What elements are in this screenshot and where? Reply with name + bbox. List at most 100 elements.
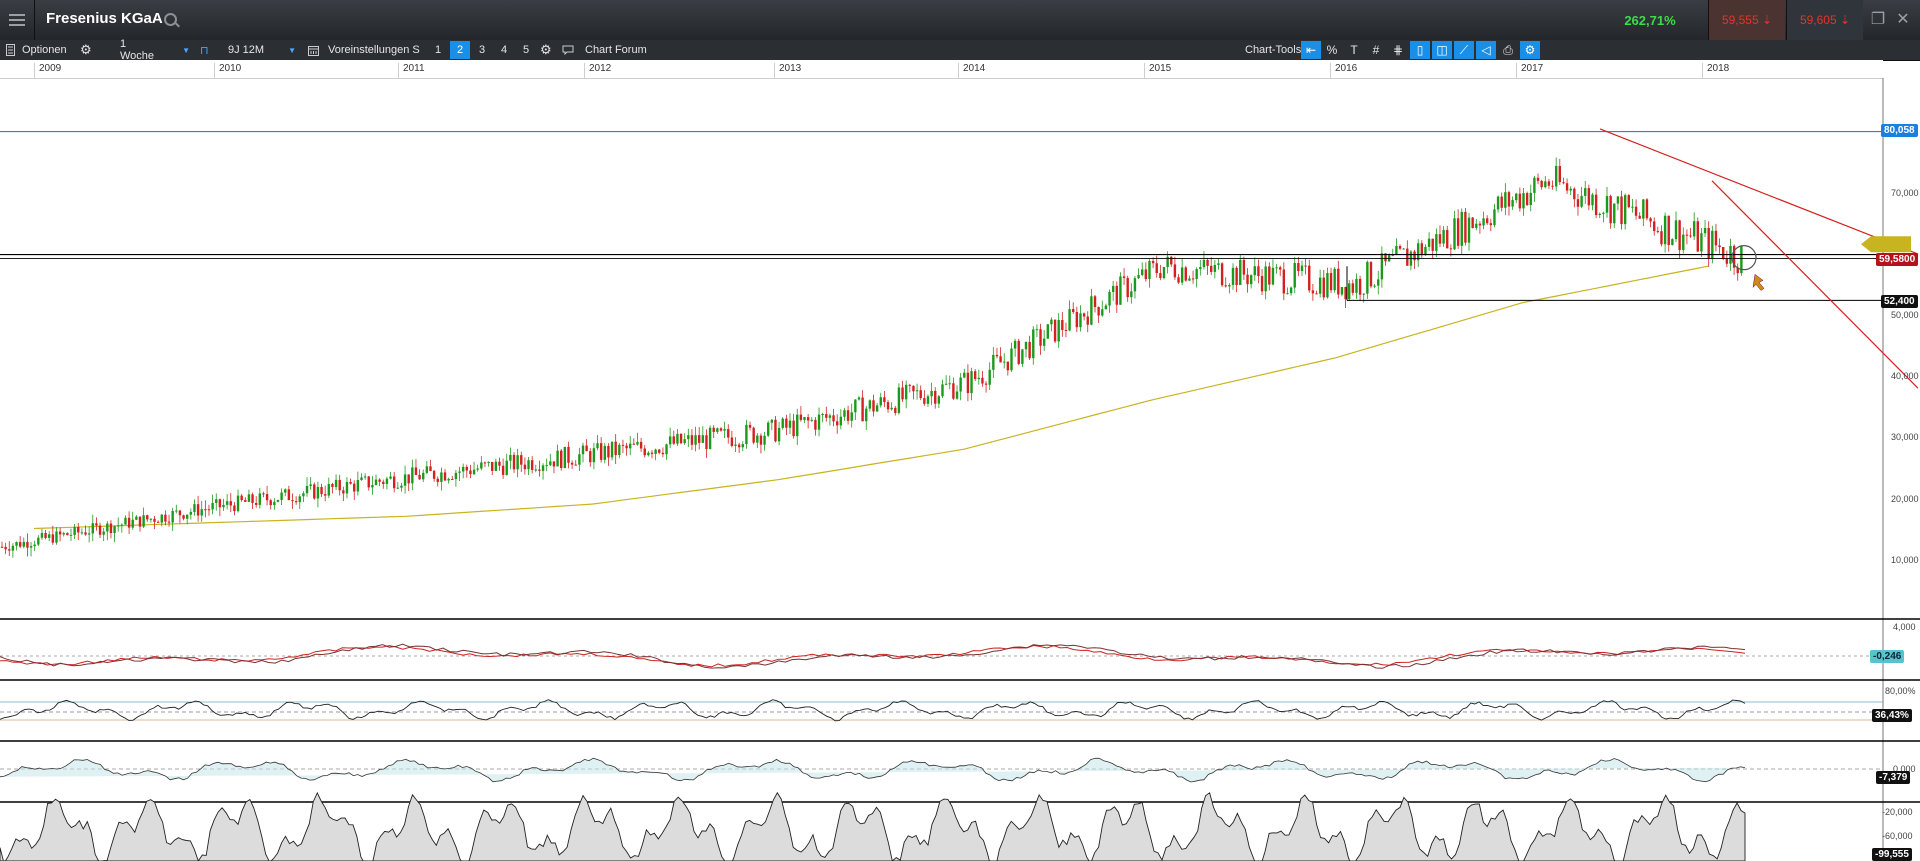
preset-button-s[interactable]: S xyxy=(412,44,420,56)
candle-body xyxy=(843,410,846,417)
current-price-tag: 59,5800 xyxy=(1876,253,1919,266)
candle-body xyxy=(1286,293,1289,295)
candle-body xyxy=(389,476,392,479)
candle-body xyxy=(1478,223,1482,226)
candle-body xyxy=(934,390,937,404)
candle-body xyxy=(1137,275,1140,279)
chart-forum-link[interactable]: Chart Forum xyxy=(585,44,647,56)
candle-body xyxy=(759,435,763,445)
candle-body xyxy=(963,372,966,378)
percent-icon[interactable]: % xyxy=(1326,43,1338,57)
chat-bubble-icon[interactable] xyxy=(562,40,574,60)
candle-body xyxy=(440,472,443,482)
candle-body xyxy=(1442,229,1445,244)
pointer-tool-icon[interactable]: ⇤ xyxy=(1301,41,1321,59)
hand-cursor-icon xyxy=(1752,273,1765,291)
candle-body xyxy=(1449,248,1453,250)
candle-body xyxy=(701,435,705,443)
candle-body xyxy=(1467,217,1471,243)
preset-button-5[interactable]: 5 xyxy=(522,44,530,56)
candle-body xyxy=(581,445,585,455)
candle-body xyxy=(541,465,545,471)
candle-body xyxy=(770,419,774,423)
candle-body xyxy=(796,414,799,437)
chart-settings-icon[interactable]: ⚙ xyxy=(1520,41,1540,59)
candle-body xyxy=(781,418,784,428)
candle-body xyxy=(374,479,378,486)
candle-body xyxy=(316,486,320,499)
candle-tool-icon[interactable]: ▯ xyxy=(1410,41,1430,59)
candle-body xyxy=(1703,227,1707,234)
preset-button-4[interactable]: 4 xyxy=(500,44,508,56)
preset-settings-gear-icon[interactable]: ⚙ xyxy=(540,42,552,57)
candle-body xyxy=(636,441,639,445)
candle-body xyxy=(973,371,977,380)
preset-button-1[interactable]: 1 xyxy=(434,44,442,56)
candle-body xyxy=(345,481,349,494)
fibonacci-icon[interactable]: ⋕ xyxy=(1392,43,1404,57)
candle-body xyxy=(178,510,182,516)
restore-window-icon[interactable]: ❐ xyxy=(1870,11,1886,28)
grid-icon[interactable]: # xyxy=(1372,43,1380,57)
candle-body xyxy=(1616,196,1620,204)
preset-button-2[interactable]: 2 xyxy=(450,41,470,59)
menu-icon[interactable] xyxy=(0,0,35,40)
candle-body xyxy=(1489,223,1493,226)
range-select[interactable]: 9J 12M ▼ xyxy=(228,40,298,60)
candle-body xyxy=(95,523,98,526)
candle-body xyxy=(661,452,665,455)
candle-body xyxy=(977,377,981,380)
layers-icon[interactable]: ◫ xyxy=(1432,41,1452,59)
year-label: 2010 xyxy=(214,63,241,78)
candle-body xyxy=(1155,263,1158,274)
candle-body xyxy=(549,461,552,466)
chart-drawings[interactable] xyxy=(0,128,1919,389)
lock-icon[interactable]: ⊓ xyxy=(200,44,209,57)
candle-body xyxy=(1504,192,1507,208)
settings-gear-icon[interactable]: ⚙ xyxy=(80,42,92,57)
macd-line xyxy=(0,643,1746,669)
options-icon[interactable] xyxy=(6,40,15,60)
price-chart[interactable] xyxy=(0,78,1920,861)
candle-body xyxy=(236,495,240,512)
label-tool-icon[interactable]: ◁ xyxy=(1476,41,1496,59)
ask-price-box[interactable]: 59,605 ⇣ xyxy=(1786,0,1863,40)
candle-body xyxy=(360,477,363,481)
candle-body xyxy=(1119,276,1122,305)
text-tool-icon[interactable]: T xyxy=(1350,43,1358,57)
candle-body xyxy=(825,414,828,418)
candle-body xyxy=(1493,209,1496,226)
candle-body xyxy=(1587,188,1591,206)
search-icon[interactable] xyxy=(164,13,177,26)
support-price-tag: 52,400 xyxy=(1881,295,1918,308)
candle-body xyxy=(817,414,821,430)
candle-body xyxy=(1184,267,1187,281)
candle-body xyxy=(1634,206,1638,216)
candle-body xyxy=(327,484,331,496)
candle-body xyxy=(175,510,178,512)
candle-body xyxy=(1308,265,1311,291)
trendline-tool-icon[interactable]: ⟋ xyxy=(1454,41,1474,59)
print-icon[interactable]: ⎙ xyxy=(1503,42,1513,57)
candle-body xyxy=(342,490,345,494)
calendar-icon[interactable] xyxy=(308,40,319,60)
candle-body xyxy=(639,441,643,449)
candle-body xyxy=(305,485,309,494)
price-tick: 10,000 xyxy=(1891,555,1919,565)
candle-body xyxy=(269,500,272,506)
close-window-icon[interactable]: ✕ xyxy=(1896,11,1910,28)
candle-body xyxy=(204,509,207,511)
candle-body xyxy=(810,419,813,421)
candle-body xyxy=(487,461,490,463)
interval-select[interactable]: 1 Woche ▼ xyxy=(120,38,190,62)
candle-body xyxy=(679,433,683,444)
preset-button-3[interactable]: 3 xyxy=(478,44,486,56)
candle-body xyxy=(51,534,55,543)
options-button[interactable]: Optionen xyxy=(22,44,67,56)
candle-body xyxy=(610,441,614,458)
bid-price-box[interactable]: 59,555 ⇣ xyxy=(1708,0,1785,40)
candle-body xyxy=(629,443,632,449)
chevron-down-icon: ▼ xyxy=(288,45,296,55)
candle-body xyxy=(705,435,708,449)
candle-body xyxy=(1685,234,1689,236)
